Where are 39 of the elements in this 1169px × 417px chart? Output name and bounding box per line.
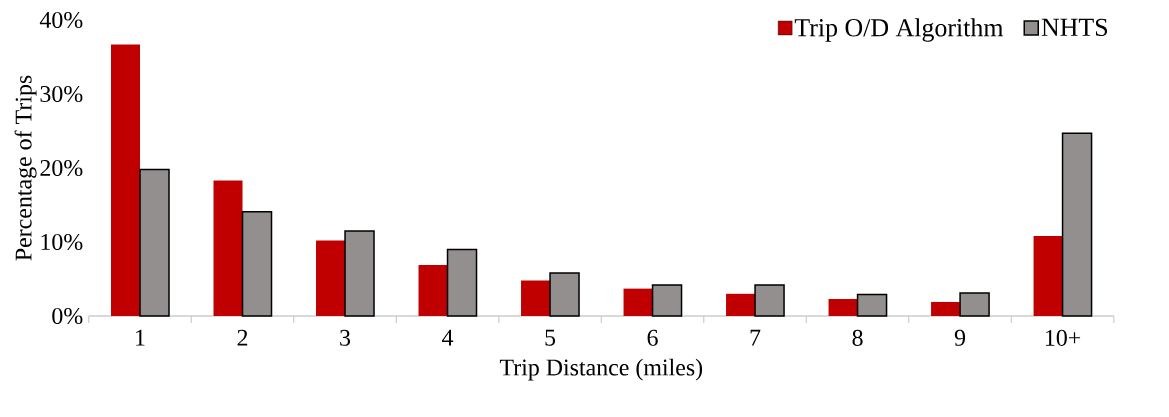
- y-tick-label: 40%: [39, 11, 83, 29]
- bar: [828, 298, 858, 316]
- x-tick-label: 10+: [1045, 329, 1081, 346]
- x-axis-title: Trip Distance (miles): [499, 358, 703, 381]
- x-tick-label: 5: [545, 329, 556, 346]
- x-tick-label: 6: [647, 329, 658, 346]
- y-tick-label: 0%: [52, 307, 83, 325]
- x-tick-label: 8: [852, 329, 863, 346]
- bar: [344, 230, 375, 317]
- bar: [1061, 132, 1093, 317]
- bar: [111, 44, 141, 316]
- legend-label: Trip O/D Algorithm: [794, 18, 1004, 42]
- x-tick-label: 2: [237, 329, 248, 346]
- y-tick-label: 10%: [41, 233, 83, 251]
- x-tick-label: 7: [750, 329, 761, 346]
- x-tick-label: 1: [136, 329, 145, 346]
- y-tick-label: 30%: [40, 85, 83, 103]
- bar: [623, 288, 653, 316]
- bar: [418, 264, 448, 316]
- bar: [521, 280, 551, 316]
- x-tick-label: 9: [954, 329, 966, 346]
- bar: [856, 293, 888, 317]
- legend-label: NHTS: [1041, 18, 1108, 37]
- bar: [754, 284, 785, 317]
- bar: [931, 301, 961, 316]
- bar: [241, 210, 273, 317]
- x-tick-label: 3: [340, 329, 351, 346]
- y-axis-title: Percentage of Trips: [14, 75, 37, 261]
- bar: [651, 284, 683, 317]
- bar: [726, 293, 756, 316]
- bar: [213, 180, 243, 316]
- x-tick-label: 4: [442, 329, 454, 346]
- bar: [549, 272, 580, 317]
- bar: [959, 292, 990, 317]
- bar: [1033, 236, 1063, 316]
- bar: [139, 168, 170, 317]
- bar: [446, 248, 478, 317]
- bar: [316, 240, 346, 316]
- y-tick-label: 20%: [40, 159, 83, 177]
